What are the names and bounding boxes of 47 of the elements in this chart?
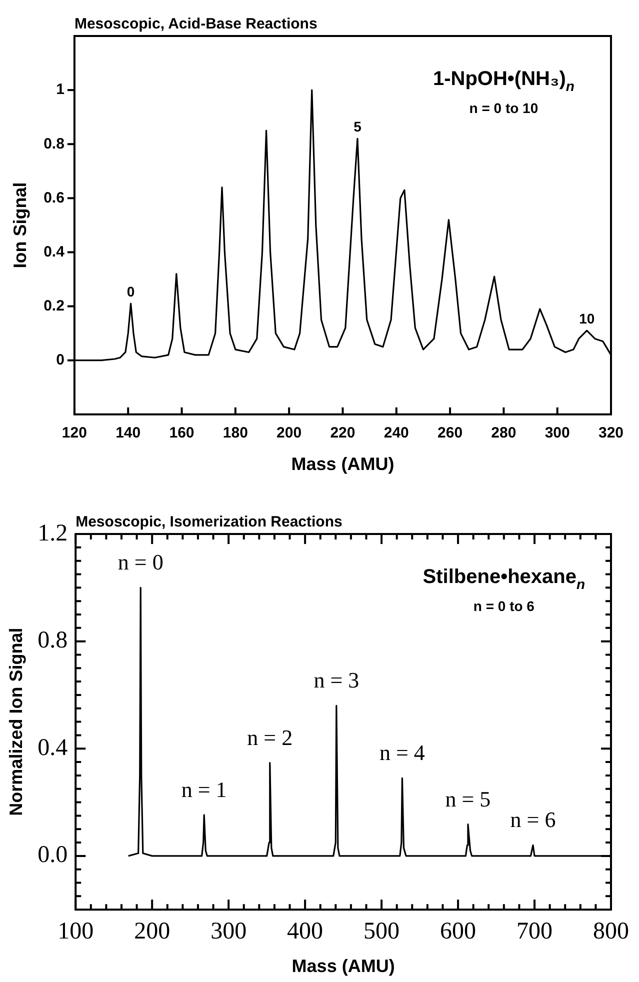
annotation: n = 0 to 6 (473, 598, 535, 614)
y-tick-label: 0.6 (44, 189, 64, 206)
y-tick-label: 0.4 (44, 243, 66, 260)
x-tick-label: 200 (134, 918, 170, 944)
annotation: n = 4 (379, 740, 425, 766)
annotation: n = 6 (510, 807, 556, 832)
x-tick-label: 300 (544, 424, 570, 442)
x-tick-label: 200 (276, 424, 302, 442)
x-tick-label: 300 (210, 918, 247, 944)
y-tick-label: 0.2 (44, 297, 64, 314)
x-axis-title: Mass (AMU) (292, 956, 395, 976)
annotation: n = 3 (314, 668, 360, 693)
chart-title: Mesoscopic, Isomerization Reactions (76, 514, 342, 531)
x-tick-label: 160 (169, 424, 194, 442)
y-tick-label: 0.8 (38, 628, 68, 654)
x-tick-label: 400 (287, 918, 324, 944)
annotation: 5 (354, 118, 362, 135)
x-tick-label: 180 (222, 424, 248, 442)
chart-title: Mesoscopic, Acid-Base Reactions (74, 16, 318, 33)
y-tick-label: 0.8 (44, 135, 64, 152)
y-tick-label: 1 (56, 81, 64, 98)
annotation: 0 (126, 284, 135, 300)
annotation: n = 2 (247, 724, 293, 750)
annotation: n = 0 (118, 550, 164, 575)
y-axis-title: Normalized Ion Signal (6, 628, 26, 816)
y-tick-label: 1.2 (38, 520, 68, 546)
annotation: n = 1 (181, 776, 227, 802)
y-tick-label: 0.0 (38, 842, 68, 868)
x-tick-label: 280 (491, 424, 516, 442)
x-tick-label: 240 (384, 424, 409, 442)
x-axis-title: Mass (AMU) (291, 454, 394, 474)
x-tick-label: 500 (364, 918, 400, 944)
x-tick-label: 140 (116, 424, 141, 442)
annotation: n = 0 to 10 (469, 100, 538, 116)
y-tick-label: 0 (56, 351, 64, 368)
annotation: 10 (579, 310, 595, 327)
annotation: n = 5 (445, 786, 491, 812)
x-tick-label: 800 (593, 918, 629, 944)
x-tick-label: 700 (516, 918, 553, 944)
x-tick-label: 120 (62, 424, 87, 442)
x-tick-label: 260 (438, 424, 463, 442)
x-tick-label: 220 (330, 424, 356, 442)
x-tick-label: 100 (58, 918, 94, 944)
x-tick-label: 320 (598, 424, 624, 442)
x-tick-label: 600 (440, 918, 476, 944)
y-tick-label: 0.4 (38, 734, 68, 761)
y-axis-title: Ion Signal (10, 182, 30, 268)
